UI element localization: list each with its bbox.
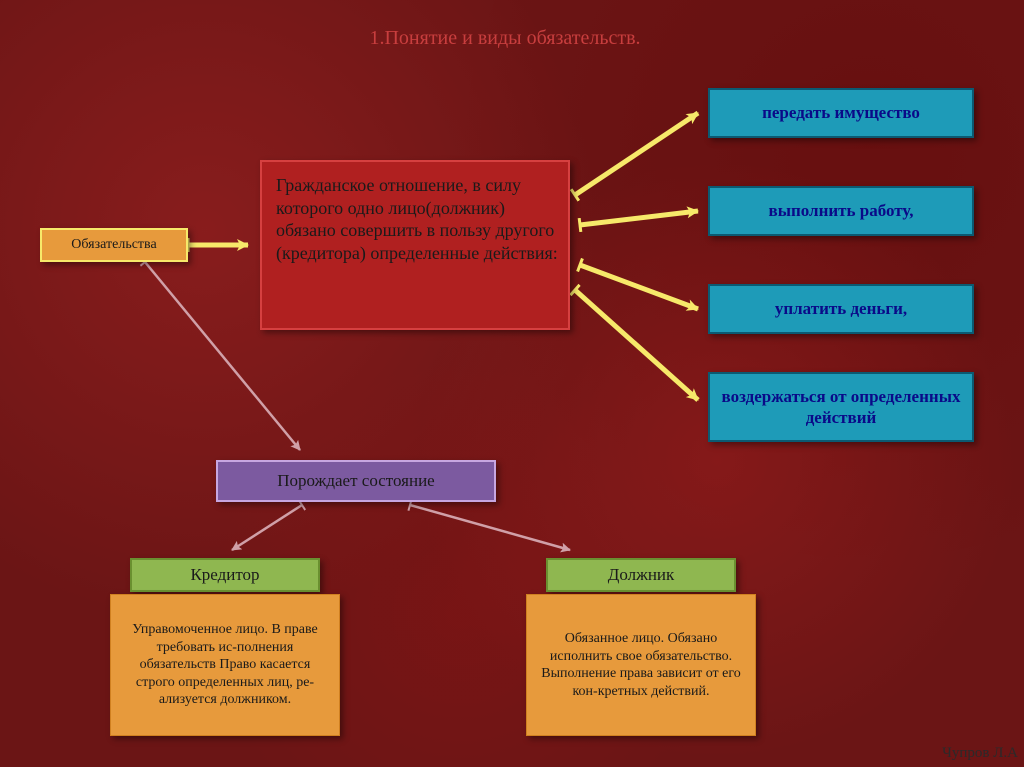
edge-1 <box>575 113 698 195</box>
node-n_work-label: выполнить работу, <box>769 200 914 221</box>
node-n_work: выполнить работу, <box>708 186 974 236</box>
node-n_definition: Гражданское отношение, в силу которого о… <box>260 160 570 330</box>
slide-title: 1.Понятие и виды обязательств. <box>280 24 730 52</box>
author-credit: Чупров Л.А <box>942 744 1018 763</box>
node-n_creditor_desc-label: Управомоченное лицо. В праве требовать и… <box>121 621 329 709</box>
edge-4 <box>575 290 698 400</box>
node-n_obligations: Обязательства <box>40 228 188 262</box>
node-n_refrain: воздержаться от определенных действий <box>708 372 974 442</box>
node-n_generates-label: Порождает состояние <box>277 470 434 491</box>
node-n_debtor_desc: Обязанное лицо. Обязано исполнить свое о… <box>526 594 756 736</box>
author-text: Чупров Л.А <box>942 744 1018 763</box>
node-n_transfer: передать имущество <box>708 88 974 138</box>
edge-7 <box>410 505 570 550</box>
node-n_debtor: Должник <box>546 558 736 592</box>
edge-3 <box>580 265 698 309</box>
node-n_obligations-label: Обязательства <box>71 236 156 254</box>
node-n_pay: уплатить деньги, <box>708 284 974 334</box>
node-n_transfer-label: передать имущество <box>762 102 920 123</box>
node-n_refrain-label: воздержаться от определенных действий <box>720 386 962 429</box>
node-n_debtor-label: Должник <box>608 564 675 585</box>
slide-title-text: 1.Понятие и виды обязательств. <box>369 26 640 51</box>
edge-2 <box>580 211 698 225</box>
node-n_definition-label: Гражданское отношение, в силу которого о… <box>276 174 558 264</box>
node-n_creditor_desc: Управомоченное лицо. В праве требовать и… <box>110 594 340 736</box>
node-n_creditor-label: Кредитор <box>190 564 259 585</box>
edge-6 <box>232 505 302 550</box>
node-n_debtor_desc-label: Обязанное лицо. Обязано исполнить свое о… <box>537 630 745 700</box>
node-n_pay-label: уплатить деньги, <box>775 298 907 319</box>
node-n_creditor: Кредитор <box>130 558 320 592</box>
node-n_generates: Порождает состояние <box>216 460 496 502</box>
